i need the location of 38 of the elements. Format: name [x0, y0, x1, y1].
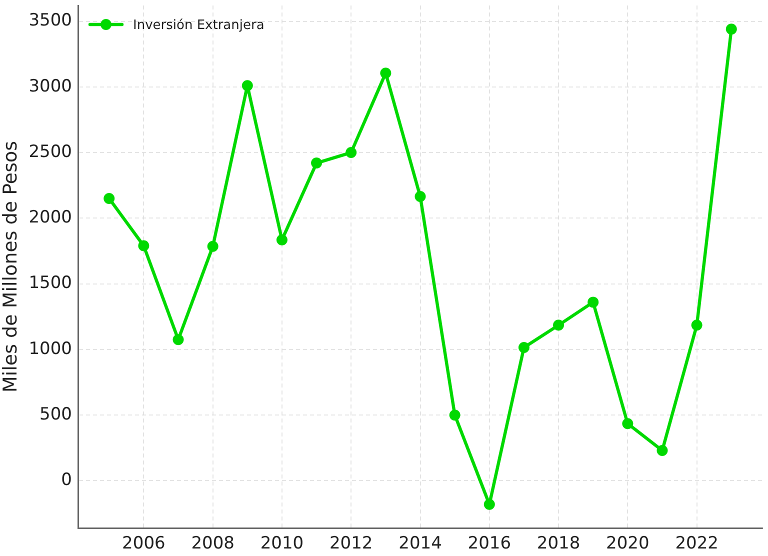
- x-tick-label: 2014: [398, 534, 442, 554]
- y-tick-label: 1500: [28, 273, 72, 294]
- point: [276, 234, 288, 246]
- point: [414, 191, 426, 202]
- point: [691, 320, 702, 331]
- x-tick-label: 2008: [191, 534, 234, 554]
- point: [726, 24, 737, 35]
- x-tick-label: 2022: [675, 534, 718, 554]
- y-tick-label: 2000: [28, 208, 72, 228]
- point: [207, 240, 218, 252]
- point: [172, 334, 184, 346]
- x-tick-label: 2016: [468, 534, 512, 554]
- x-tick-label: 2012: [329, 534, 373, 554]
- point: [311, 158, 322, 169]
- point: [622, 418, 634, 430]
- point: [518, 342, 530, 353]
- point: [104, 192, 115, 204]
- x-tick-label: 2020: [606, 534, 650, 554]
- point: [346, 147, 357, 158]
- point: [588, 296, 599, 308]
- y-tick-label: 2500: [28, 142, 72, 162]
- point: [380, 68, 392, 79]
- y-tick-label: 3000: [28, 76, 72, 96]
- y-axis-title: Miles de Millones de Pesos: [0, 140, 22, 393]
- point: [484, 498, 495, 510]
- legend-label: Inversión Extranjera: [133, 18, 264, 33]
- y-tick-label: 500: [40, 404, 72, 425]
- point: [449, 410, 460, 421]
- x-tick-label: 2010: [260, 534, 304, 554]
- x-tick-label: 2006: [122, 534, 166, 554]
- point: [242, 80, 253, 92]
- y-tick-label: 1000: [28, 338, 72, 359]
- point: [553, 320, 564, 331]
- y-tick-label: 3500: [28, 10, 72, 31]
- point: [656, 445, 668, 456]
- point: [138, 240, 150, 252]
- y-tick-label: 0: [61, 470, 72, 490]
- x-tick-label: 2018: [536, 534, 580, 554]
